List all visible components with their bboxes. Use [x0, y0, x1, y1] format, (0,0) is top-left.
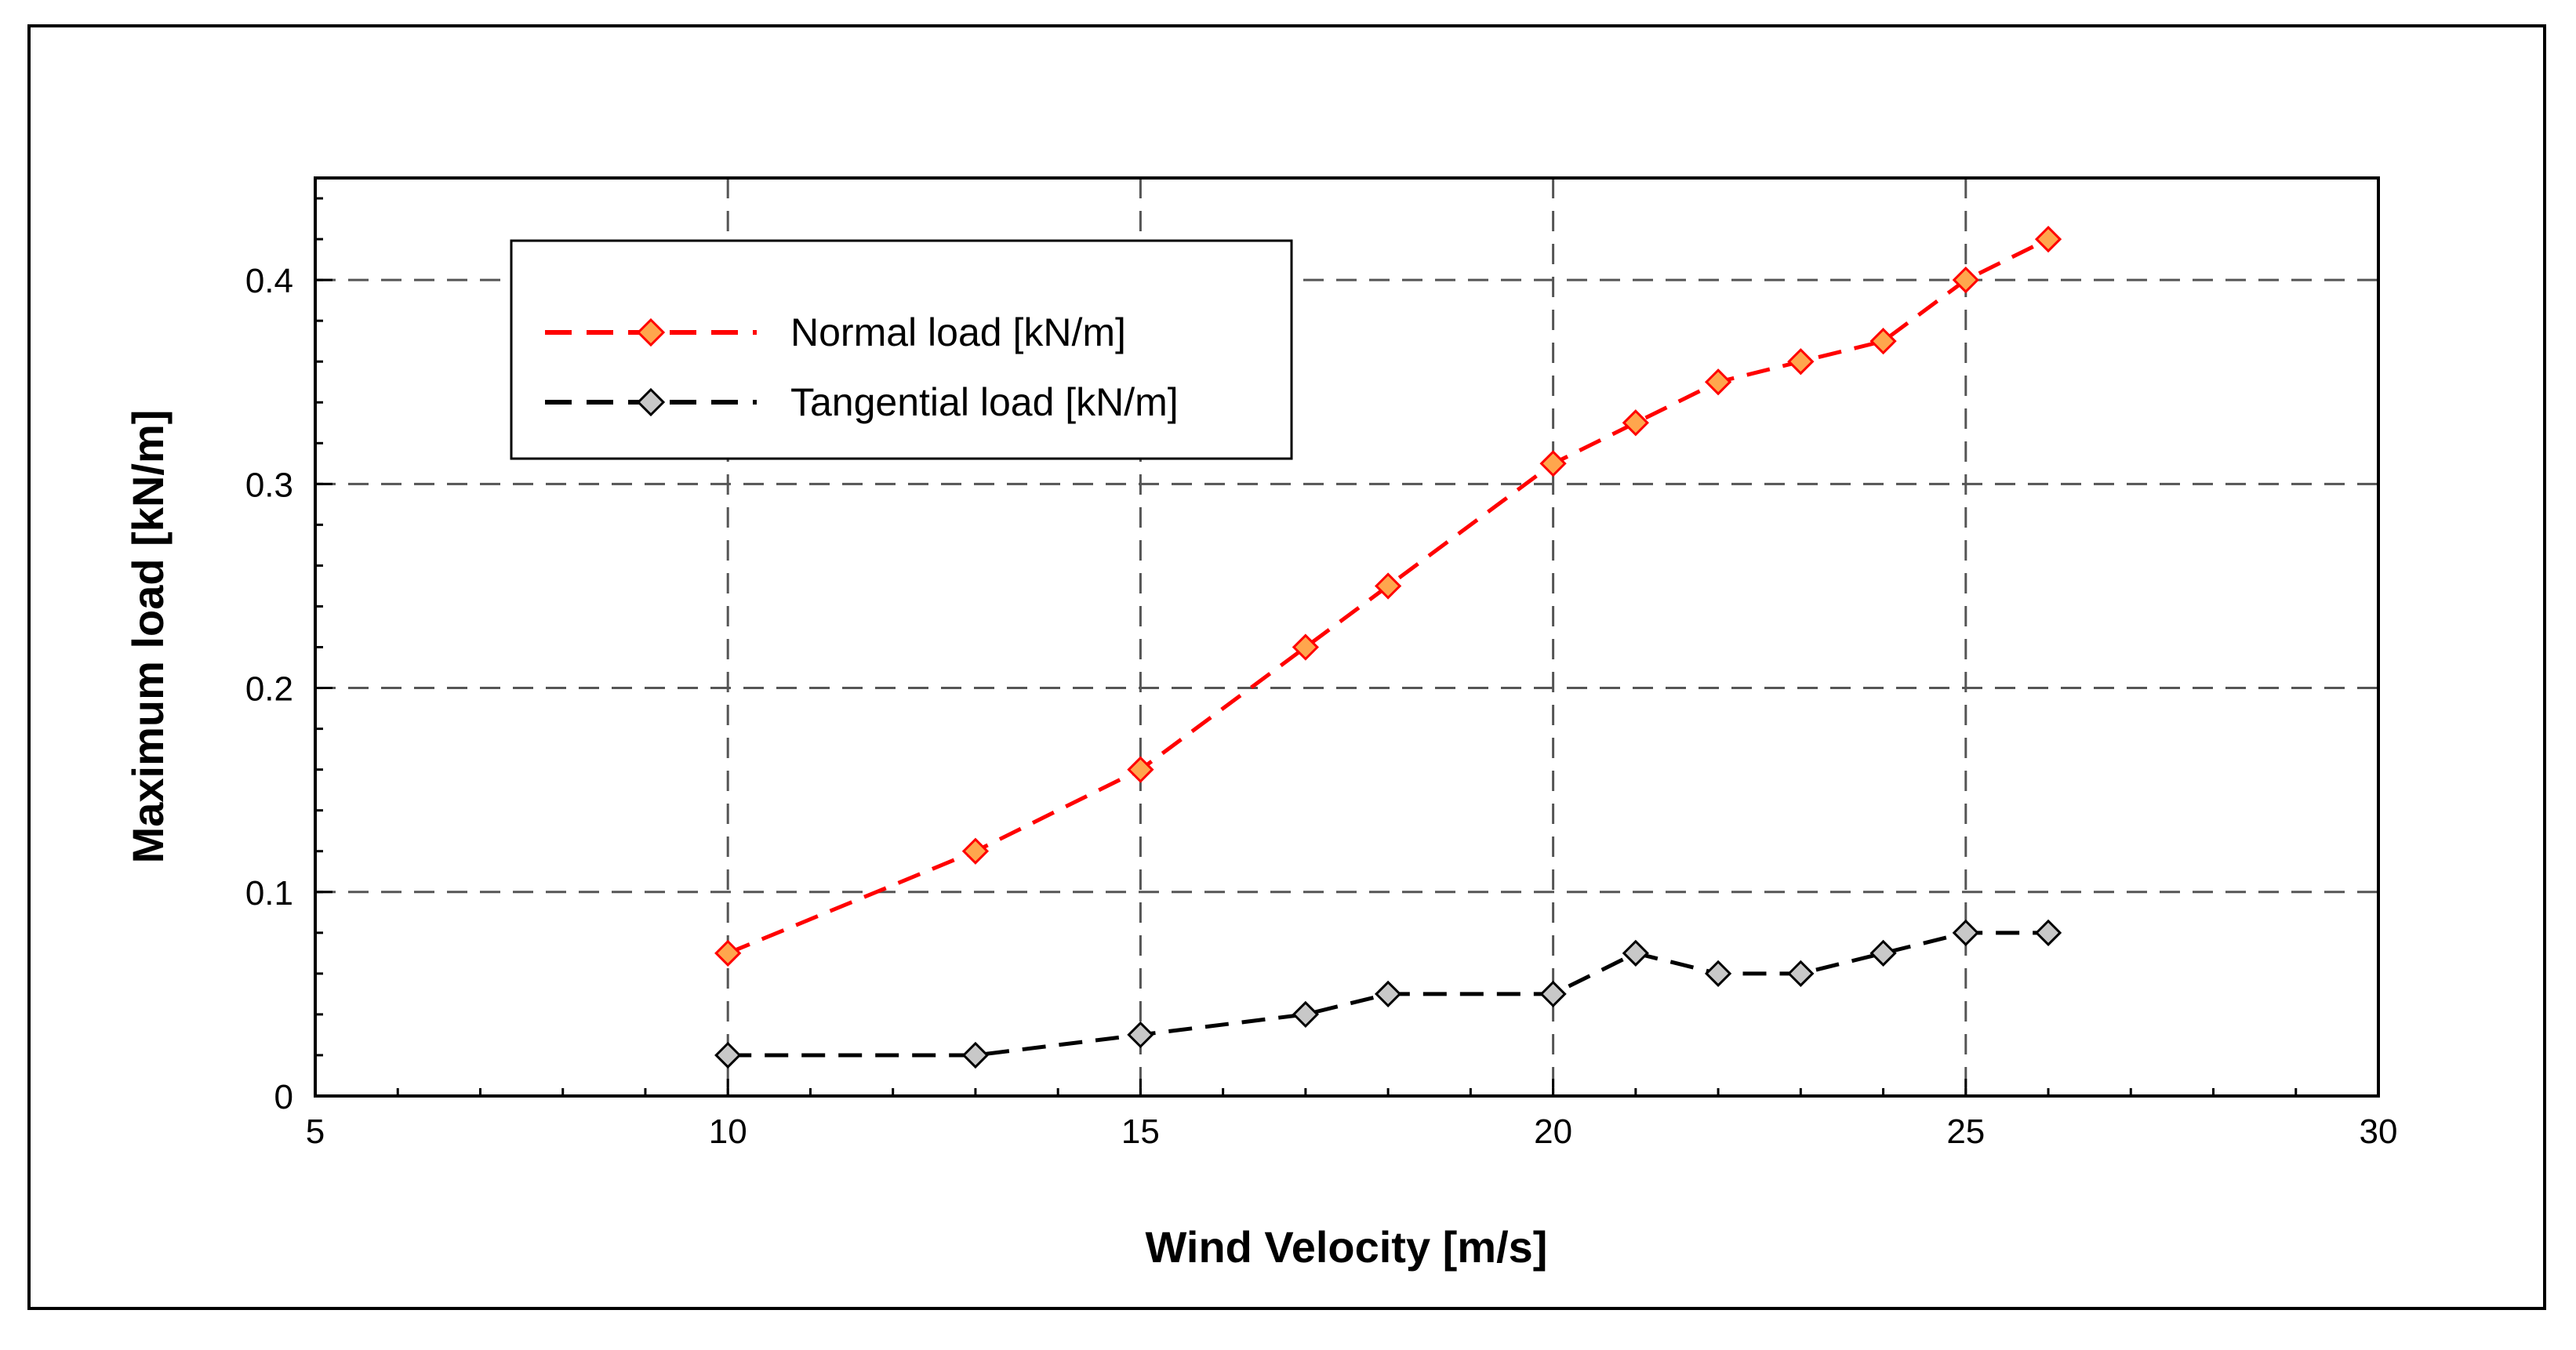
series-line-0: [727, 237, 2050, 956]
legend-box: [510, 239, 1293, 460]
series-layer: [714, 225, 2062, 1069]
data-point-0: [1704, 368, 1732, 396]
data-point-1: [1787, 960, 1815, 987]
data-point-1: [1539, 980, 1567, 1008]
data-point-0: [1292, 633, 1320, 661]
data-point-1: [1292, 1000, 1320, 1029]
y-tick-label: 0.4: [245, 262, 293, 300]
data-point-0: [1787, 348, 1815, 376]
legend: Normal load [kN/m] Tangential load [kN/m…: [510, 239, 1293, 460]
x-tick-label: 10: [709, 1112, 747, 1151]
plot-area-border: [314, 176, 2380, 1098]
data-point-0: [1127, 756, 1154, 783]
x-tick-label: 5: [306, 1112, 325, 1151]
x-tick-label: 25: [1946, 1112, 1985, 1151]
x-axis-title: Wind Velocity [m/s]: [1146, 1222, 1548, 1272]
legend-label-normal: Normal load [kN/m]: [790, 310, 1126, 354]
data-point-0: [961, 837, 990, 865]
y-tick-label: 0.2: [245, 670, 293, 709]
data-point-0: [1622, 409, 1649, 437]
data-point-0: [1374, 572, 1402, 600]
data-point-1: [714, 1041, 742, 1069]
data-point-0: [714, 939, 742, 967]
data-point-0: [1869, 328, 1897, 355]
legend-marker-tangential: [636, 387, 666, 417]
data-point-1: [1127, 1021, 1154, 1049]
legend-label-tangential: Tangential load [kN/m]: [790, 380, 1179, 424]
legend-marker-normal: [636, 318, 666, 347]
x-tick-label: 15: [1121, 1112, 1160, 1151]
data-point-0: [2034, 225, 2062, 253]
data-point-1: [1869, 939, 1897, 967]
data-point-1: [2034, 919, 2062, 946]
x-axis-ticks: 5 10 15 20 25 30: [306, 1079, 2398, 1151]
y-tick-label: 0.3: [245, 466, 293, 504]
data-point-1: [1704, 960, 1732, 987]
data-point-0: [1539, 450, 1567, 477]
series-line-1: [728, 931, 2049, 1058]
data-point-1: [1952, 919, 1979, 946]
data-point-1: [1374, 980, 1402, 1008]
y-tick-label: 0.1: [245, 874, 293, 913]
x-tick-label: 30: [2360, 1112, 2398, 1151]
data-point-1: [1622, 939, 1649, 967]
y-axis-ticks: 0 0.1 0.2 0.3 0.4: [245, 262, 332, 1116]
y-axis-title: Maximum load [kN/m]: [123, 410, 173, 864]
data-point-1: [961, 1041, 990, 1069]
y-tick-label: 0: [274, 1078, 293, 1116]
chart-frame: [27, 24, 2546, 1310]
data-point-0: [1952, 266, 1979, 294]
x-tick-label: 20: [1534, 1112, 1572, 1151]
